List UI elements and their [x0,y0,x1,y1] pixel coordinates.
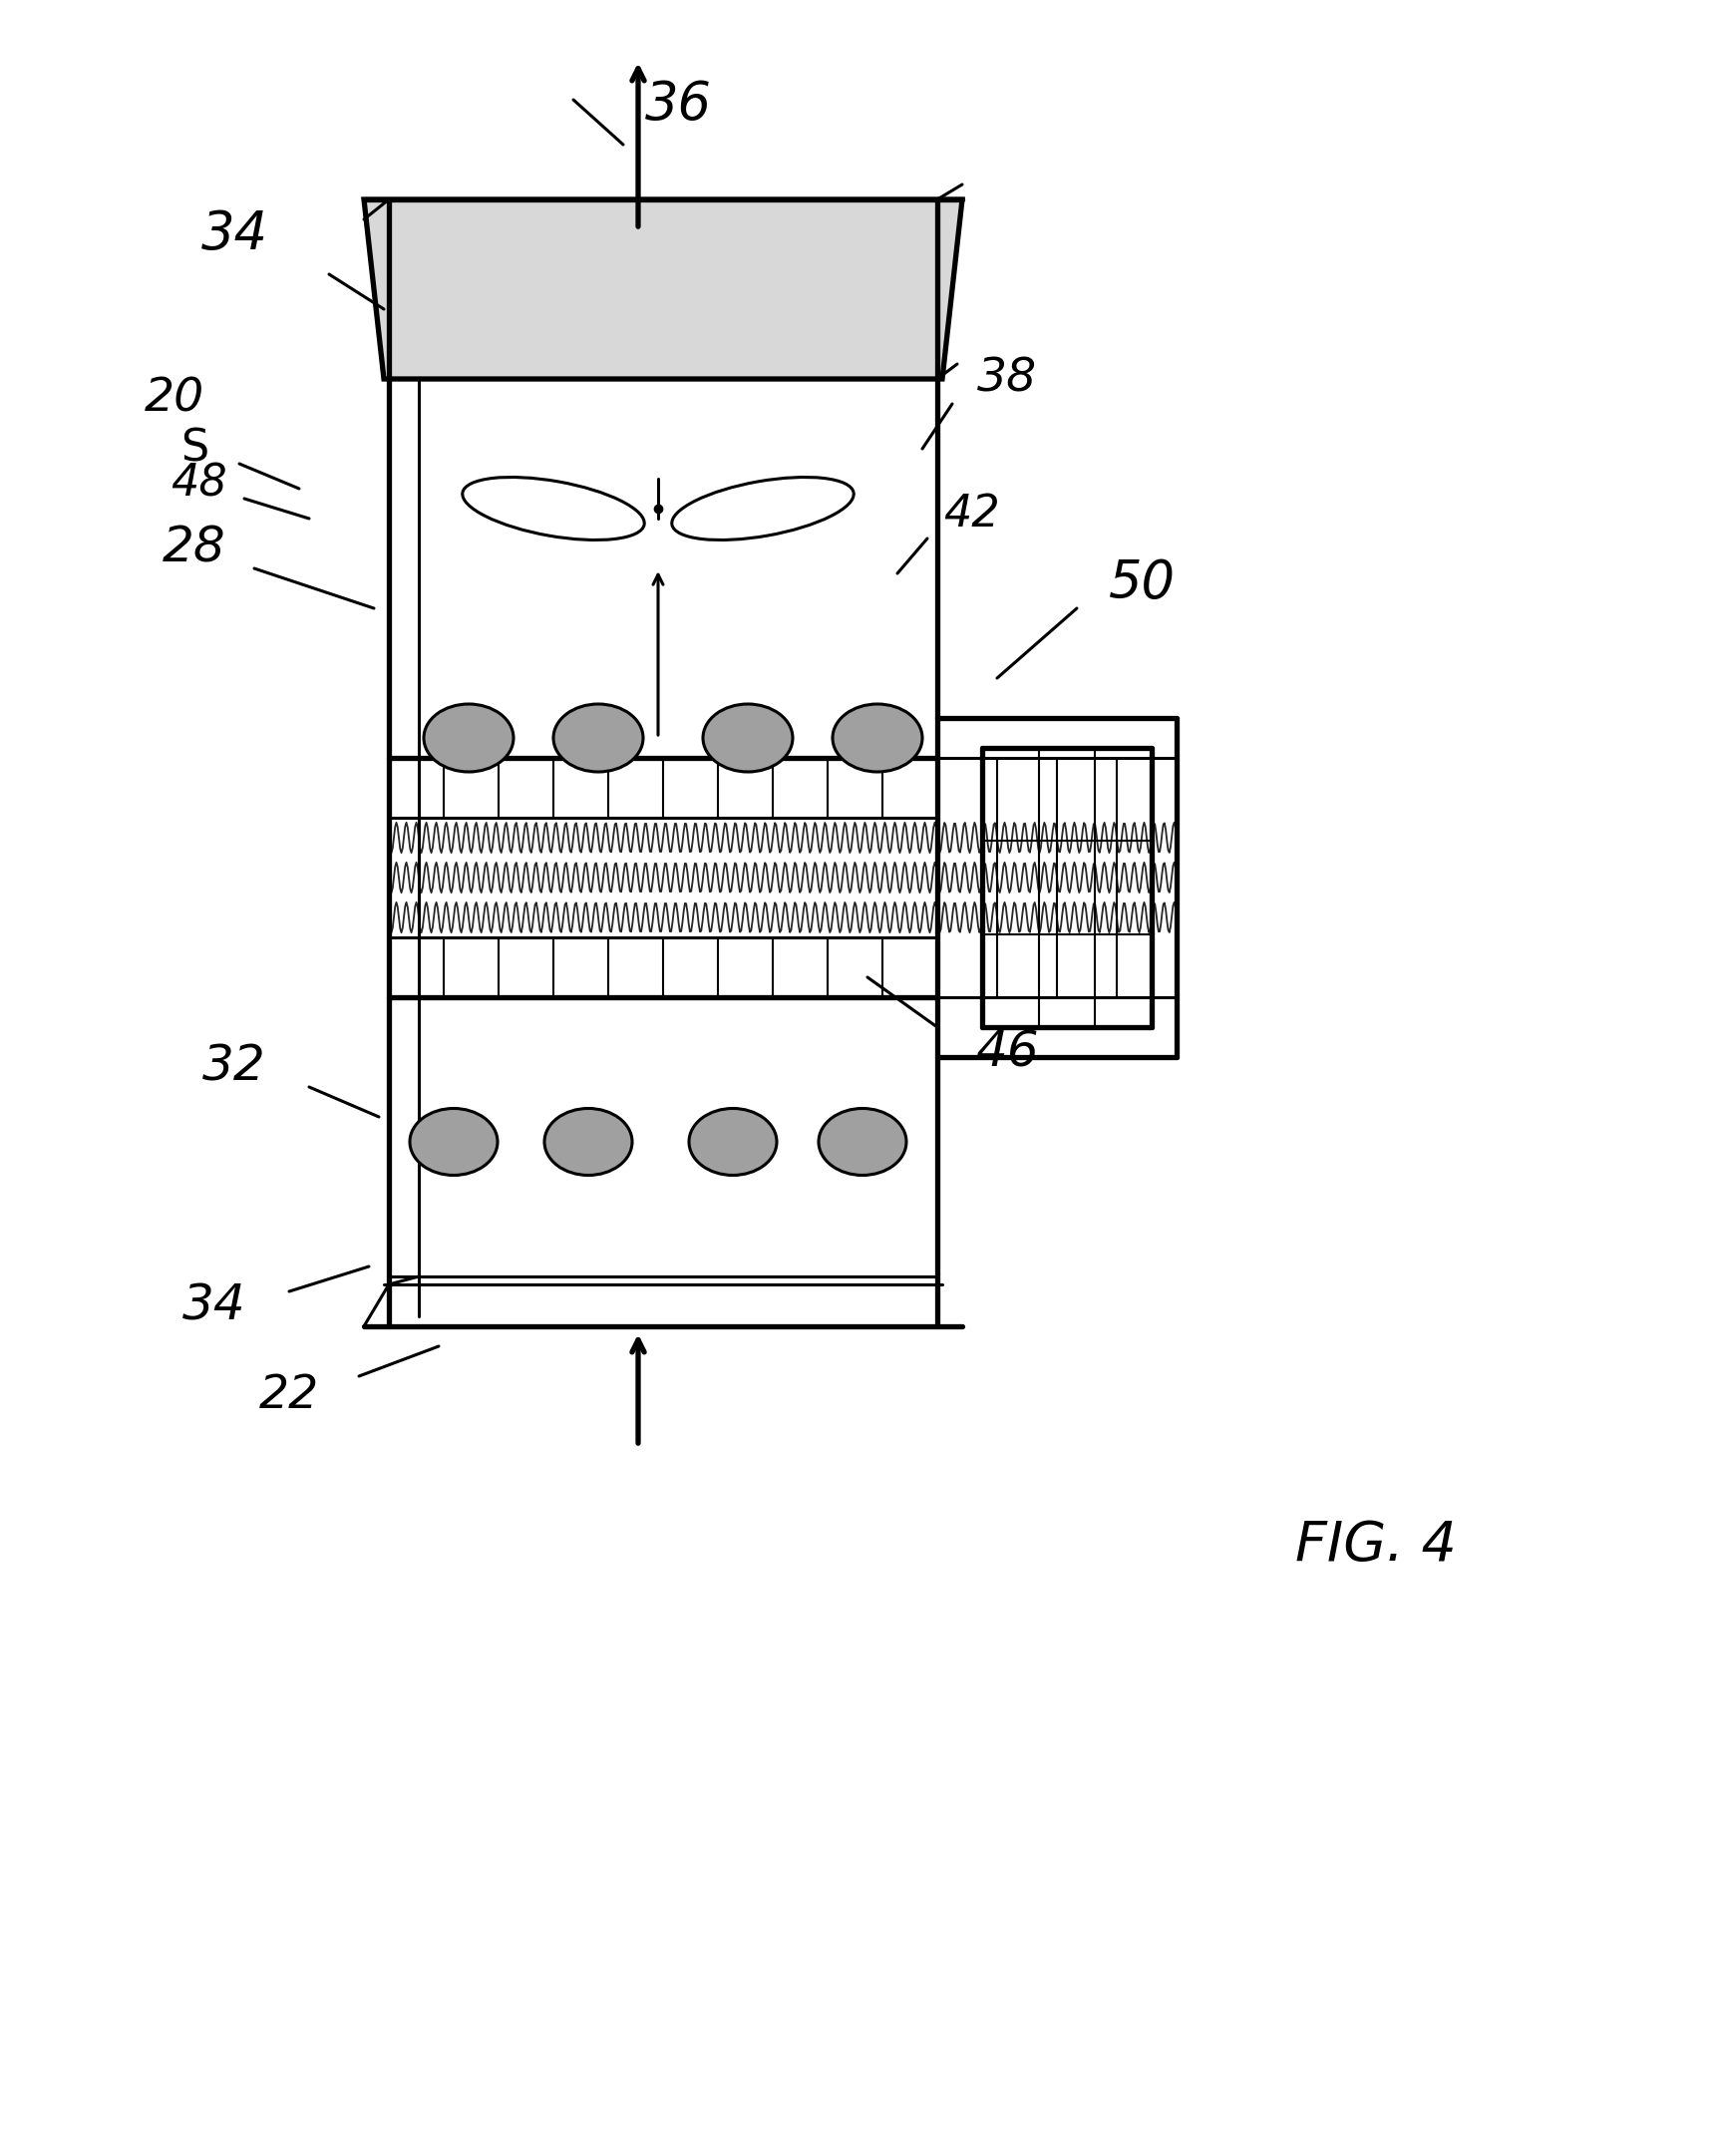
Ellipse shape [832,705,922,772]
Text: 38: 38 [977,356,1037,401]
Text: 36: 36 [645,80,712,132]
Text: FIG. 4: FIG. 4 [1295,1520,1457,1572]
Text: 42: 42 [944,492,1001,535]
Text: 34: 34 [201,209,268,261]
Ellipse shape [690,1108,777,1175]
Ellipse shape [463,476,645,539]
Text: 32: 32 [203,1044,267,1091]
Polygon shape [365,201,961,379]
Text: 22: 22 [260,1373,320,1419]
Ellipse shape [703,705,793,772]
Ellipse shape [554,705,643,772]
Text: 48: 48 [170,461,227,505]
Text: 50: 50 [1108,558,1175,610]
Ellipse shape [423,705,514,772]
Ellipse shape [409,1108,497,1175]
Text: 34: 34 [182,1283,246,1330]
Text: S: S [181,427,208,470]
Ellipse shape [819,1108,906,1175]
Text: 46: 46 [975,1028,1039,1076]
Ellipse shape [545,1108,633,1175]
Text: 20: 20 [144,377,205,420]
Ellipse shape [673,476,853,539]
Text: 28: 28 [163,524,227,571]
